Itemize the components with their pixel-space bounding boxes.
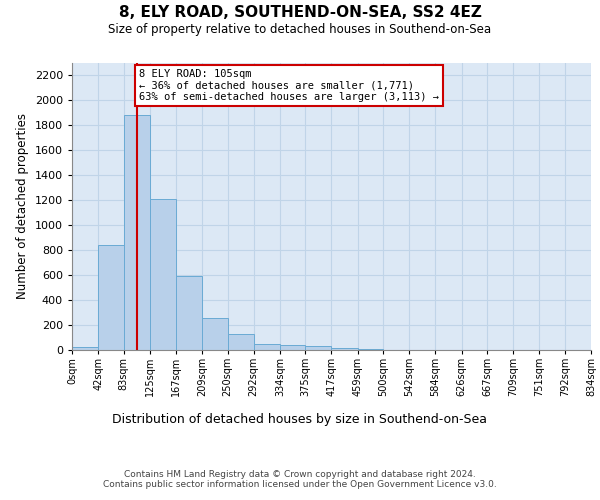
Bar bbox=[358, 349, 383, 350]
Text: Distribution of detached houses by size in Southend-on-Sea: Distribution of detached houses by size … bbox=[113, 412, 487, 426]
Bar bbox=[124, 115, 150, 350]
Bar bbox=[150, 198, 176, 350]
Bar bbox=[331, 348, 358, 350]
Bar bbox=[227, 334, 254, 350]
Text: 8, ELY ROAD, SOUTHEND-ON-SEA, SS2 4EZ: 8, ELY ROAD, SOUTHEND-ON-SEA, SS2 4EZ bbox=[119, 5, 481, 20]
Bar bbox=[98, 245, 124, 350]
Text: 8 ELY ROAD: 105sqm
← 36% of detached houses are smaller (1,771)
63% of semi-deta: 8 ELY ROAD: 105sqm ← 36% of detached hou… bbox=[139, 68, 439, 102]
Bar bbox=[280, 345, 305, 350]
Bar bbox=[176, 276, 202, 350]
Bar bbox=[72, 347, 98, 350]
Text: Contains HM Land Registry data © Crown copyright and database right 2024.
Contai: Contains HM Land Registry data © Crown c… bbox=[103, 470, 497, 490]
Text: Size of property relative to detached houses in Southend-on-Sea: Size of property relative to detached ho… bbox=[109, 22, 491, 36]
Y-axis label: Number of detached properties: Number of detached properties bbox=[16, 114, 29, 299]
Bar bbox=[254, 344, 280, 350]
Bar bbox=[305, 346, 331, 350]
Bar bbox=[202, 318, 227, 350]
